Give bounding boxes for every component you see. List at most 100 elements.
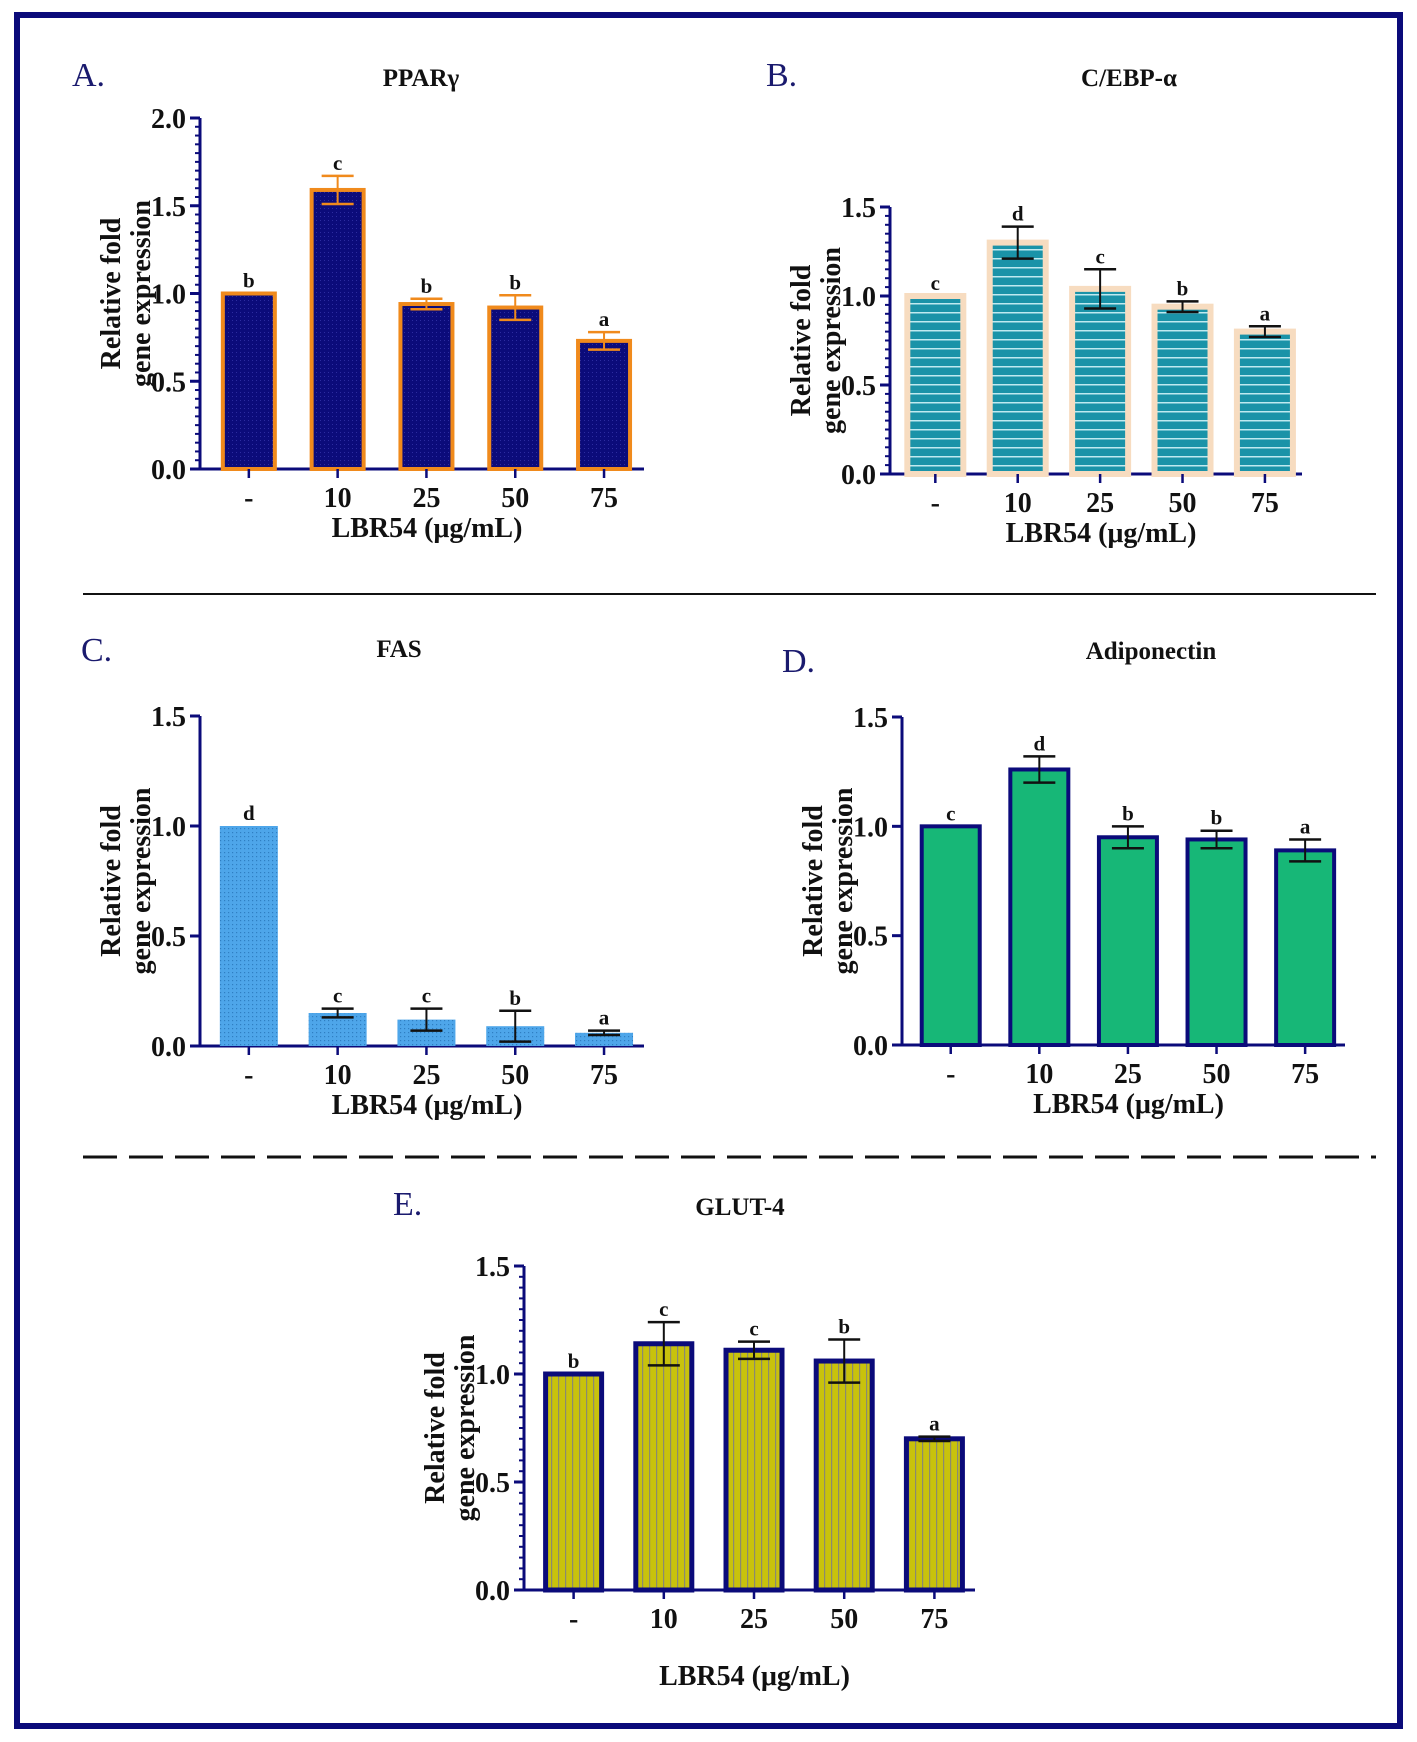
significance-letter: a xyxy=(599,1006,610,1030)
bar-10 xyxy=(633,1341,695,1593)
y-axis-label-line2: gene expression xyxy=(450,1334,481,1521)
y-tick-label: 1.0 xyxy=(841,282,876,313)
chart-panel-c: C. FAS 0.0 0.5 1.0 1.5 Relative fold gene expre… xyxy=(81,632,644,1121)
x-tick-label: 50 xyxy=(501,1060,529,1091)
significance-letter: b xyxy=(509,986,521,1010)
y-tick-label: 0.5 xyxy=(151,367,186,398)
bar-10 xyxy=(309,187,366,472)
bar-50 xyxy=(1151,303,1214,477)
bar-75 xyxy=(576,338,633,472)
y-tick-label: 0.0 xyxy=(475,1576,510,1607)
panel-label: A. xyxy=(72,57,105,94)
x-axis-label: LBR54 (μg/mL) xyxy=(1033,1089,1224,1120)
chart-panel-e: E. GLUT-4 0.0 0.5 1.0 1.5 Relative fold gene ex… xyxy=(393,1186,975,1692)
bar-10 xyxy=(1008,767,1071,1047)
x-tick-label: 25 xyxy=(1086,488,1114,519)
significance-letter: a xyxy=(599,307,610,331)
y-tick-label: 1.5 xyxy=(841,193,876,224)
x-tick-label: 25 xyxy=(1114,1059,1142,1090)
x-tick-label: 50 xyxy=(1203,1059,1231,1090)
y-tick-label: 2.0 xyxy=(151,104,186,135)
x-tick-label: 50 xyxy=(501,483,529,514)
x-tick-label: 75 xyxy=(590,483,618,514)
figure-frame xyxy=(14,12,1403,1729)
x-tick-label: 25 xyxy=(412,483,440,514)
x-tick-label: - xyxy=(244,483,253,514)
x-tick-label: 75 xyxy=(1251,488,1279,519)
chart-title: FAS xyxy=(376,636,421,663)
x-tick-label: 75 xyxy=(590,1060,618,1091)
panel-label: D. xyxy=(782,643,815,680)
x-tick-label: 50 xyxy=(830,1604,858,1635)
bar-25 xyxy=(1096,835,1159,1047)
significance-letter: b xyxy=(1211,806,1223,830)
x-tick-label: 50 xyxy=(1169,488,1197,519)
panel-label: B. xyxy=(766,57,797,94)
chart-panel-d: D. Adiponectin 0.0 0.5 1.0 1.5 Relative fold ge… xyxy=(782,638,1345,1120)
bar-50 xyxy=(487,305,544,472)
bar-75 xyxy=(903,1436,965,1593)
y-tick-label: 1.0 xyxy=(475,1360,510,1391)
x-tick-label: 10 xyxy=(1025,1059,1053,1090)
x-tick-label: - xyxy=(946,1059,955,1090)
x-tick-label: 25 xyxy=(412,1060,440,1091)
bar-75 xyxy=(1274,848,1337,1047)
x-tick-label: 10 xyxy=(1004,488,1032,519)
x-tick-label: 25 xyxy=(740,1604,768,1635)
y-tick-label: 0.0 xyxy=(853,1031,888,1062)
y-axis-label-line2: gene expression xyxy=(828,787,859,974)
y-tick-label: 0.0 xyxy=(151,1032,186,1063)
y-axis-label-line1: Relative fold xyxy=(96,805,127,957)
bar-10 xyxy=(986,239,1049,477)
significance-letter: c xyxy=(333,984,342,1008)
y-tick-label: 1.0 xyxy=(853,812,888,843)
y-axis-label-line2: gene expression xyxy=(126,200,157,387)
y-tick-label: 0.0 xyxy=(151,455,186,486)
y-axis-label-line1: Relative fold xyxy=(798,805,829,957)
bar-control xyxy=(904,293,967,477)
chart-title: C/EBP-α xyxy=(1081,65,1177,92)
significance-letter: c xyxy=(749,1317,758,1341)
panel-label: E. xyxy=(393,1186,422,1223)
x-tick-label: 10 xyxy=(650,1604,678,1635)
bar-control xyxy=(543,1371,605,1593)
x-tick-label: 75 xyxy=(920,1604,948,1635)
x-axis-label: LBR54 (μg/mL) xyxy=(659,1661,850,1692)
chart-panel-a: A. PPARγ 0.0 0.5 1.0 1.5 2.0 Relative fold gene … xyxy=(72,57,644,544)
bar-25 xyxy=(1069,285,1132,477)
significance-letter: c xyxy=(931,271,940,295)
x-tick-label: 10 xyxy=(324,483,352,514)
x-tick-label: 75 xyxy=(1291,1059,1319,1090)
y-tick-label: 1.5 xyxy=(151,192,186,223)
chart-title: PPARγ xyxy=(383,65,460,92)
significance-letter: b xyxy=(1122,801,1134,825)
y-axis-label-line2: gene expression xyxy=(126,787,157,974)
y-tick-label: 0.5 xyxy=(841,371,876,402)
y-tick-label: 1.5 xyxy=(853,703,888,734)
significance-letter: b xyxy=(509,270,521,294)
y-tick-label: 1.0 xyxy=(151,812,186,843)
significance-letter: c xyxy=(946,801,955,825)
bar-control xyxy=(219,826,278,1046)
significance-letter: b xyxy=(1177,276,1189,300)
significance-letter: a xyxy=(929,1412,940,1436)
y-axis-label-line1: Relative fold xyxy=(420,1352,451,1504)
significance-letter: b xyxy=(838,1314,850,1338)
x-axis-label: LBR54 (μg/mL) xyxy=(1006,518,1197,549)
significance-letter: c xyxy=(422,984,431,1008)
y-tick-label: 0.5 xyxy=(475,1468,510,1499)
bar-50 xyxy=(813,1358,875,1593)
panel-label: C. xyxy=(81,632,112,669)
bar-control xyxy=(220,291,277,471)
bar-control xyxy=(919,824,982,1047)
y-tick-label: 1.5 xyxy=(151,702,186,733)
y-axis-label-line2: gene expression xyxy=(816,247,847,434)
y-axis-label-line1: Relative fold xyxy=(96,217,127,369)
bar-25 xyxy=(398,302,455,471)
significance-letter: a xyxy=(1260,301,1271,325)
x-axis-label: LBR54 (μg/mL) xyxy=(332,513,523,544)
chart-title: GLUT-4 xyxy=(695,1194,785,1221)
x-tick-label: - xyxy=(244,1060,253,1091)
bar-25 xyxy=(723,1347,785,1593)
